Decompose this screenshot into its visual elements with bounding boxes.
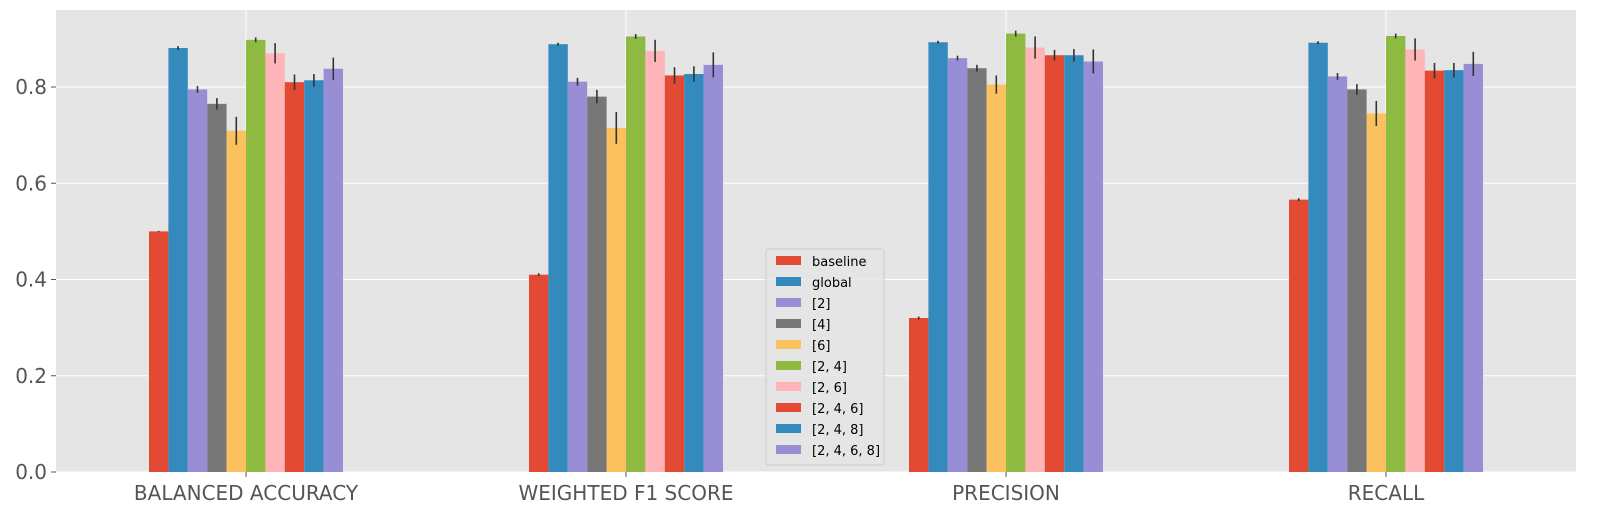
legend-items: baseline global [2] [4] [6] [2, 4] [2, 6] [2, 4… [776, 255, 880, 459]
legend-swatch [776, 298, 801, 307]
bar [304, 80, 324, 472]
legend-swatch [776, 382, 801, 391]
legend-swatch [776, 340, 801, 349]
bar [226, 130, 246, 472]
legend-label: [2, 4, 8] [812, 423, 864, 438]
x-tick-label: RECALL [1348, 481, 1425, 505]
legend-label: [4] [812, 318, 830, 333]
bar [986, 84, 1006, 472]
error-bars [157, 30, 1475, 320]
legend-label: baseline [812, 255, 866, 270]
bar [323, 68, 343, 473]
bar [1308, 42, 1328, 472]
x-tick-label: PRECISION [952, 481, 1060, 505]
legend-label: global [812, 276, 852, 291]
legend: baseline global [2] [4] [6] [2, 4] [2, 6] [2, 4… [765, 248, 885, 466]
legend-label: [2, 4, 6, 8] [812, 444, 880, 459]
bar [1289, 199, 1309, 473]
legend-label: [2, 4] [812, 360, 847, 375]
bar [645, 50, 665, 472]
bar [1463, 63, 1483, 473]
y-tick-label: 0.6 [15, 171, 47, 195]
bar [529, 274, 549, 472]
bar [207, 103, 227, 472]
bar [967, 68, 987, 472]
legend-label: [6] [812, 339, 830, 354]
y-tick-label: 0.4 [15, 268, 47, 292]
y-tick-label: 0.8 [15, 75, 47, 99]
bar [187, 89, 208, 472]
bar [1006, 33, 1026, 473]
legend-swatch [776, 256, 801, 265]
bar [1444, 70, 1464, 472]
x-tick-label: BALANCED ACCURACY [134, 481, 359, 505]
bars [149, 33, 1483, 473]
bar [1064, 55, 1084, 473]
bar [168, 48, 188, 473]
bar [1405, 49, 1425, 473]
legend-swatch [776, 424, 801, 433]
y-tick-label: 0.2 [15, 364, 47, 388]
y-tick-label: 0.0 [15, 460, 47, 484]
bar [703, 64, 723, 473]
legend-swatch [776, 319, 801, 328]
bar [1347, 89, 1367, 472]
bar [606, 127, 626, 472]
legend-swatch [776, 361, 801, 370]
bar [928, 42, 948, 473]
legend-swatch [776, 445, 801, 454]
legend-label: [2, 4, 6] [812, 402, 864, 417]
bar [284, 82, 305, 472]
bar [1025, 47, 1045, 472]
legend-label: [2] [812, 297, 830, 312]
bar [1083, 61, 1103, 473]
x-tick-label: WEIGHTED F1 SCORE [519, 481, 734, 505]
x-axis-ticks: BALANCED ACCURACY WEIGHTED F1 SCORE PRECIS… [134, 472, 1425, 505]
bar [947, 58, 968, 472]
bar [664, 75, 685, 472]
y-axis-ticks: 0.0 0.2 0.4 0.6 0.8 [15, 75, 56, 484]
bar [1424, 70, 1445, 472]
bar [626, 36, 646, 472]
bar [1366, 113, 1386, 472]
legend-swatch [776, 277, 801, 286]
bar [909, 318, 929, 472]
legend-swatch [776, 403, 801, 412]
bar [567, 81, 588, 473]
bar [1327, 76, 1348, 472]
bar [548, 44, 568, 472]
bar [265, 53, 285, 472]
bar [684, 74, 704, 472]
bar [246, 39, 266, 473]
bar [149, 231, 169, 472]
legend-label: [2, 6] [812, 381, 847, 396]
bar [1044, 55, 1065, 473]
bar [587, 96, 607, 472]
bar [1386, 35, 1406, 473]
